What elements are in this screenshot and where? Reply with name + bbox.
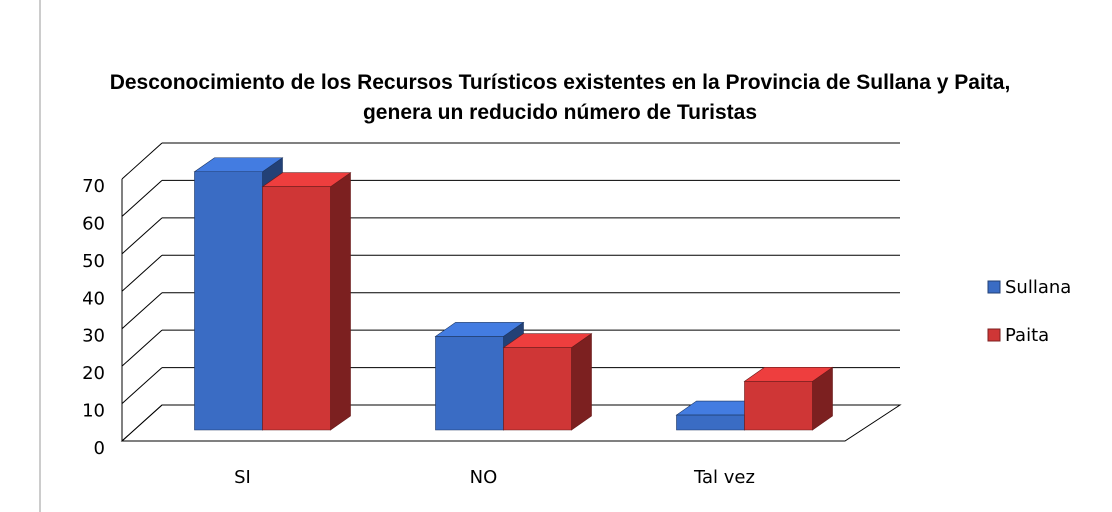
grid-line xyxy=(121,367,163,404)
grid-line xyxy=(121,329,163,367)
grid-line xyxy=(121,404,163,442)
y-tick-label: 70 xyxy=(82,176,105,197)
x-tick-label: SI xyxy=(234,467,251,488)
legend-label: Paita xyxy=(1005,325,1049,346)
bar-front xyxy=(194,171,263,431)
x-tick-label: NO xyxy=(470,467,498,488)
bar-front xyxy=(503,347,572,431)
y-tick-label: 60 xyxy=(82,213,105,234)
y-tick-label: 0 xyxy=(94,438,105,459)
bar xyxy=(261,172,352,431)
bar-front xyxy=(435,336,504,431)
bar-side xyxy=(571,333,592,431)
legend-label: Sullana xyxy=(1005,277,1071,298)
bar xyxy=(502,333,593,431)
y-tick-label: 40 xyxy=(82,288,105,309)
legend-swatch xyxy=(987,328,1001,342)
grid-line xyxy=(121,254,163,292)
title-box: Desconocimiento de los Recursos Turístic… xyxy=(109,71,1011,124)
bar-front xyxy=(262,186,331,431)
bar-front xyxy=(676,414,745,431)
grid-line xyxy=(121,180,163,217)
y-tick-label: 20 xyxy=(82,363,105,384)
bar xyxy=(743,366,834,431)
bar-side xyxy=(330,172,351,431)
chart-title: Desconocimiento de los Recursos Turístic… xyxy=(109,71,1011,124)
grid-line xyxy=(121,292,163,330)
x-tick-label: Tal vez xyxy=(693,467,755,488)
y-tick-label: 30 xyxy=(82,326,105,347)
grid-line xyxy=(121,142,163,180)
y-tick-label: 10 xyxy=(82,401,105,422)
grid-line xyxy=(121,217,163,255)
y-tick-label: 50 xyxy=(82,251,105,272)
bar-front xyxy=(744,381,813,431)
legend-swatch xyxy=(987,280,1001,294)
